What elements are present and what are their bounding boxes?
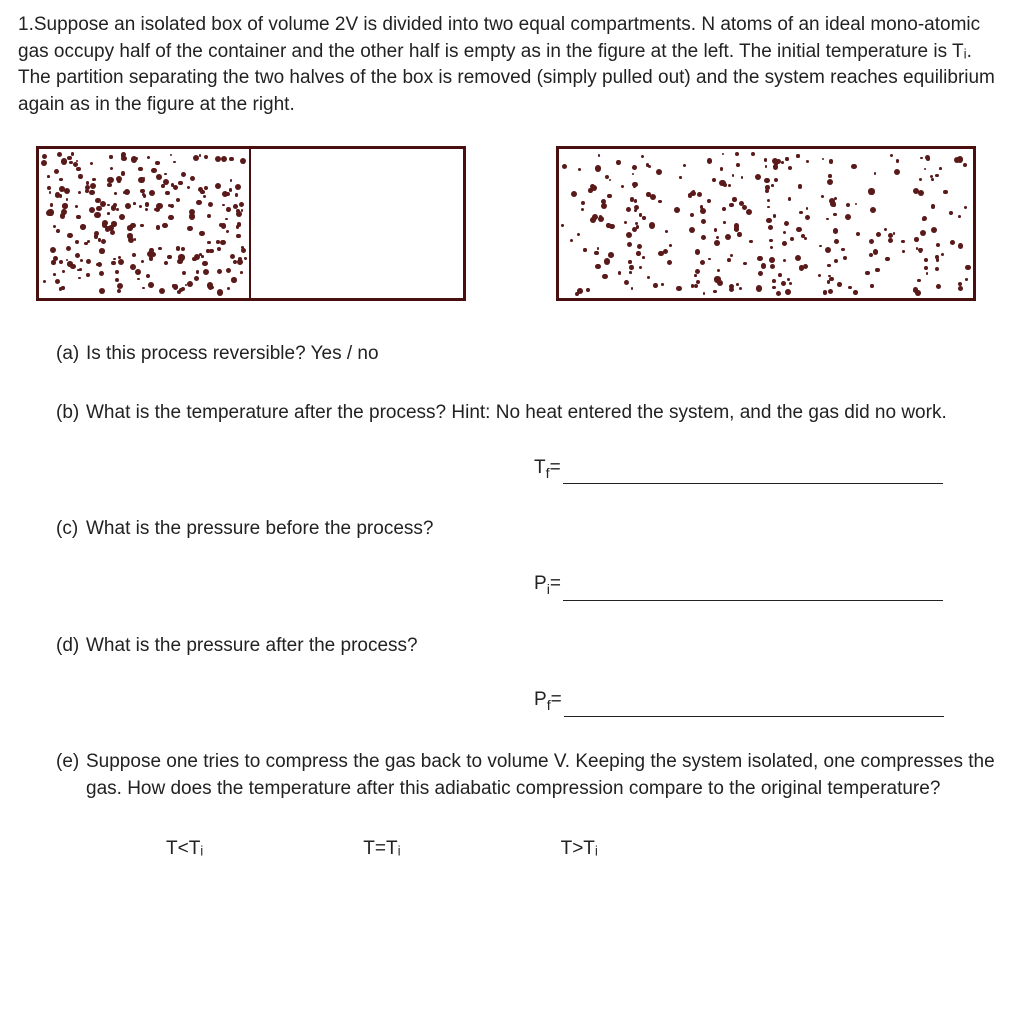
question-label: (a): [56, 341, 86, 368]
question-label: (d): [56, 633, 86, 660]
answer-equals: =: [551, 689, 562, 710]
intro-text: 1.Suppose an isolated box of volume 2V i…: [18, 12, 996, 118]
answer-equals: =: [550, 573, 561, 594]
question-b: (b) What is the temperature after the pr…: [56, 400, 996, 484]
answer-options: T<Tᵢ T=Tᵢ T>Tᵢ: [56, 836, 996, 863]
answer-blank[interactable]: [563, 483, 943, 484]
question-text: What is the temperature after the proces…: [86, 400, 996, 427]
question-text: What is the pressure after the process?: [86, 633, 996, 660]
answer-line-pi: Pi=: [56, 571, 996, 601]
question-text: Suppose one tries to compress the gas ba…: [86, 749, 996, 802]
answer-blank[interactable]: [564, 716, 944, 717]
box-before-empty-half: [251, 149, 463, 298]
question-c: (c) What is the pressure before the proc…: [56, 516, 996, 600]
figure-row: [36, 146, 996, 301]
box-before: [36, 146, 466, 301]
answer-symbol: P: [534, 573, 547, 594]
answer-line-pf: Pf=: [56, 687, 996, 717]
question-text: What is the pressure before the process?: [86, 516, 996, 543]
question-list: (a) Is this process reversible? Yes / no…: [18, 341, 996, 862]
question-label: (b): [56, 400, 86, 427]
box-before-filled-half: [39, 149, 251, 298]
question-text: Is this process reversible? Yes / no: [86, 341, 996, 368]
box-after: [556, 146, 976, 301]
option-gt[interactable]: T>Tᵢ: [561, 836, 598, 863]
question-label: (e): [56, 749, 86, 802]
answer-line-tf: Tf=: [56, 455, 996, 485]
answer-symbol: T: [534, 457, 546, 478]
question-label: (c): [56, 516, 86, 543]
answer-blank[interactable]: [563, 600, 943, 601]
answer-symbol: P: [534, 689, 547, 710]
option-lt[interactable]: T<Tᵢ: [166, 836, 203, 863]
answer-equals: =: [550, 457, 561, 478]
question-e: (e) Suppose one tries to compress the ga…: [56, 749, 996, 863]
option-eq[interactable]: T=Tᵢ: [363, 836, 400, 863]
question-a: (a) Is this process reversible? Yes / no: [56, 341, 996, 368]
question-d: (d) What is the pressure after the proce…: [56, 633, 996, 717]
